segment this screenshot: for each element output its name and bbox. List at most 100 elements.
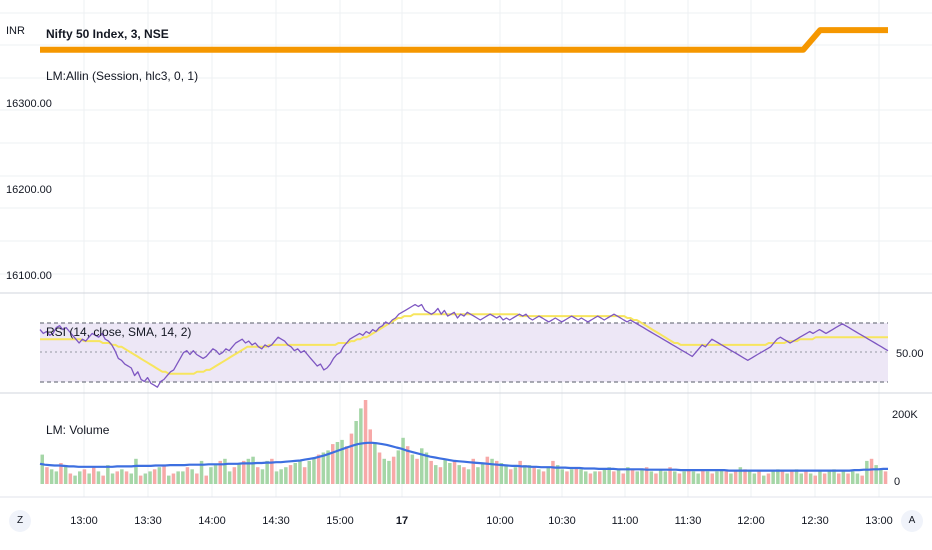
volume-bar	[195, 473, 199, 484]
volume-bar	[794, 469, 799, 484]
volume-bar	[780, 471, 785, 484]
indicator-legend[interactable]: LM:Allin (Session, hlc3, 0, 1)	[46, 69, 198, 83]
volume-bar	[321, 452, 326, 484]
volume-bar	[256, 467, 260, 484]
price-y-tick-label: 16200.00	[6, 184, 52, 196]
volume-bar	[799, 473, 803, 484]
volume-bar	[368, 429, 372, 484]
time-tick-label: 14:30	[262, 515, 290, 527]
price-y-axis[interactable]: 16300.00 16200.00 16100.00	[6, 98, 52, 282]
volume-bar	[677, 473, 682, 484]
volume-bar	[682, 471, 686, 484]
rsi-line	[39, 303, 889, 388]
volume-bar	[495, 460, 499, 484]
volume-bar	[855, 473, 860, 484]
volume-bar	[574, 467, 579, 484]
volume-bar	[335, 442, 340, 484]
time-tick-label: 13:00	[70, 515, 98, 527]
time-axis[interactable]: 13:00 13:30 14:00 14:30 15:00 17 10:00 10:30 11:…	[70, 515, 893, 527]
volume-bar	[270, 458, 274, 484]
rsi-sma-line	[40, 313, 888, 375]
volume-bar	[607, 467, 611, 484]
price-series	[40, 27, 888, 53]
time-tick-label: 14:00	[198, 515, 226, 527]
volume-bar	[167, 475, 171, 484]
volume-bar	[274, 471, 279, 484]
volume-bar	[148, 471, 152, 484]
volume-bar	[696, 473, 700, 484]
volume-bar	[359, 408, 363, 484]
volume-bar	[668, 467, 672, 484]
volume-bar	[476, 467, 480, 484]
volume-bar	[59, 463, 63, 484]
volume-bar	[129, 473, 133, 484]
volume-bar	[569, 469, 574, 484]
volume-bar	[710, 473, 714, 484]
rsi-legend[interactable]: RSI (14, close, SMA, 14, 2)	[46, 325, 191, 339]
volume-bar	[227, 471, 232, 484]
volume-bar	[457, 465, 461, 484]
volume-bar	[354, 421, 358, 484]
volume-bar	[138, 475, 143, 484]
volume-bar	[733, 471, 738, 484]
volume-bar	[284, 467, 288, 484]
volume-bar	[405, 446, 410, 484]
volume-bar	[579, 469, 583, 484]
volume-bar	[832, 469, 836, 484]
volume-bar	[345, 446, 349, 484]
volume-bar	[326, 450, 330, 484]
volume-bar	[134, 458, 138, 484]
volume-bar	[115, 471, 119, 484]
volume-bar	[143, 473, 148, 484]
volume-bar	[541, 471, 546, 484]
volume-bar	[199, 460, 204, 484]
volume-bar	[246, 458, 251, 484]
volume-bar	[537, 469, 541, 484]
volume-bar	[588, 473, 593, 484]
time-tick-label: 11:00	[612, 515, 639, 527]
volume-bar	[424, 452, 429, 484]
volume-bar	[621, 473, 625, 484]
volume-bar	[209, 467, 213, 484]
volume-legend[interactable]: LM: Volume	[46, 423, 110, 437]
volume-bar	[471, 458, 475, 484]
volume-bar	[546, 467, 550, 484]
volume-bar	[171, 473, 176, 484]
volume-bar	[818, 471, 822, 484]
volume-bar	[654, 473, 658, 484]
volume-bar	[504, 465, 508, 484]
volume-bar	[78, 471, 82, 484]
volume-bar	[705, 471, 710, 484]
volume-bar	[804, 471, 808, 484]
time-tick-label: 15:00	[326, 515, 354, 527]
volume-bar	[218, 460, 222, 484]
volume-bar	[883, 471, 888, 484]
volume-bar	[96, 471, 101, 484]
volume-bar	[874, 465, 878, 484]
volume-bar	[349, 433, 354, 484]
volume-bar	[499, 463, 504, 484]
volume-bar	[288, 465, 293, 484]
volume-bar	[401, 437, 405, 484]
volume-bar	[391, 456, 396, 484]
volume-top-label: 200K	[892, 409, 918, 421]
price-y-tick-label: 16100.00	[6, 270, 52, 282]
volume-bar	[841, 471, 846, 484]
volume-bar	[92, 467, 96, 484]
volume-zero-label: 0	[894, 476, 900, 488]
volume-bar	[68, 473, 73, 484]
volume-bar	[860, 475, 864, 484]
volume-bar	[598, 471, 602, 484]
volume-bar	[152, 469, 157, 484]
symbol-legend[interactable]: Nifty 50 Index, 3, NSE	[46, 27, 169, 41]
volume-bar	[691, 471, 696, 484]
volume-bar	[382, 458, 386, 484]
volume-bar	[747, 471, 752, 484]
y-unit-label: INR	[6, 25, 25, 37]
volume-bar	[490, 458, 494, 484]
scroll-right-button[interactable]: A	[901, 510, 923, 532]
scroll-left-button[interactable]: Z	[9, 510, 31, 532]
volume-ma-line	[39, 441, 888, 472]
volume-bar	[555, 465, 560, 484]
